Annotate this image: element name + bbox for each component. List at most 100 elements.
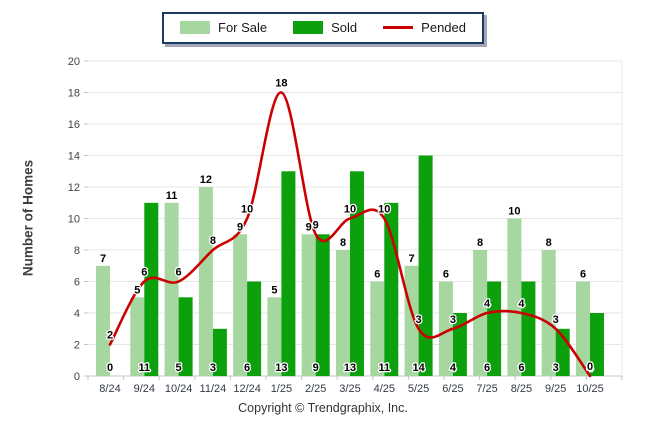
sold-value-label: 4 — [450, 362, 457, 374]
pended-value-label: 6 — [176, 267, 182, 279]
legend-label-for-sale: For Sale — [218, 20, 268, 35]
x-tick-label: 2/25 — [305, 383, 326, 395]
sold-value-label: 11 — [378, 362, 390, 374]
sold-value-label: 3 — [210, 362, 216, 374]
sold-bar — [212, 328, 227, 377]
sold-value-label: 13 — [344, 362, 356, 374]
sold-value-label: 6 — [484, 362, 490, 374]
value-labels: 7 5 11 12 9 5 9 8 6 7 6 8 10 8 6 0 11 5 3 6 13 9 13 11 14 4 6 6 3 4 2 6… — [99, 76, 596, 375]
y-tick-label: 18 — [68, 88, 80, 100]
legend-item-pended: Pended — [383, 20, 466, 35]
for-sale-bar — [130, 297, 145, 377]
for-sale-value-label: 8 — [546, 237, 552, 249]
sold-value-label: 11 — [138, 362, 150, 374]
x-tick-label: 4/25 — [374, 383, 395, 395]
pended-value-label: 3 — [416, 314, 422, 326]
sold-bar — [384, 202, 399, 377]
y-axis-title: Number of Homes — [20, 159, 36, 277]
x-tick-label: 10/25 — [576, 383, 604, 395]
for-sale-value-label: 8 — [340, 237, 346, 249]
for-sale-bar — [267, 297, 282, 377]
x-tick-label: 6/25 — [442, 383, 463, 395]
x-tick-label: 8/24 — [99, 383, 120, 395]
pended-value-label: 3 — [553, 314, 559, 326]
sold-bar — [418, 155, 433, 376]
sold-bar — [178, 297, 193, 377]
chart-legend: For Sale Sold Pended — [162, 12, 484, 44]
sold-value-label: 3 — [553, 362, 559, 374]
for-sale-bar — [507, 218, 522, 376]
pended-value-label: 10 — [344, 204, 356, 216]
y-tick-label: 8 — [74, 245, 80, 257]
for-sale-bar — [438, 281, 453, 376]
pended-value-label: 2 — [107, 330, 113, 342]
sold-value-label: 5 — [176, 362, 182, 374]
x-tick-label: 12/24 — [233, 383, 261, 395]
x-tick-label: 5/25 — [408, 383, 429, 395]
sold-bar — [350, 171, 364, 377]
for-sale-bar — [336, 250, 350, 376]
y-tick-label: 2 — [74, 340, 80, 352]
sold-value-label: 13 — [275, 362, 287, 374]
pended-value-label: 18 — [275, 78, 287, 90]
pended-value-label: 10 — [241, 204, 253, 216]
bars-for-sale — [96, 187, 590, 377]
for-sale-value-label: 9 — [306, 221, 312, 233]
for-sale-value-label: 5 — [271, 284, 277, 296]
pended-value-label: 3 — [450, 314, 456, 326]
x-axis-labels: 8/24 9/24 10/24 11/24 12/24 1/25 2/25 3/25 4/25 5… — [87, 376, 623, 395]
y-tick-label: 6 — [74, 277, 80, 289]
sold-bar — [487, 281, 502, 376]
y-tick-label: 16 — [68, 119, 80, 131]
sold-swatch-icon — [293, 21, 324, 34]
pended-line-swatch-icon — [383, 26, 414, 29]
y-tick-label: 4 — [74, 308, 80, 320]
sold-value-label: 9 — [313, 362, 319, 374]
sold-value-label: 6 — [244, 362, 250, 374]
legend-item-sold: Sold — [293, 20, 357, 35]
for-sale-bar — [164, 202, 179, 377]
y-tick-label: 14 — [68, 151, 80, 163]
x-tick-label: 3/25 — [339, 383, 360, 395]
pended-line-group — [108, 91, 592, 378]
sold-value-label: 4 — [587, 362, 594, 374]
pended-value-label: 4 — [484, 298, 491, 310]
bars-sold — [144, 155, 604, 377]
sold-value-label: 6 — [518, 362, 524, 374]
for-sale-value-label: 9 — [237, 221, 243, 233]
for-sale-value-label: 10 — [508, 206, 520, 218]
for-sale-bar — [541, 250, 556, 376]
for-sale-value-label: 7 — [409, 253, 415, 265]
y-tick-label: 20 — [68, 56, 80, 68]
for-sale-bar — [233, 234, 248, 377]
pended-value-label: 10 — [378, 204, 390, 216]
for-sale-bar — [404, 265, 419, 377]
pended-value-label: 6 — [141, 267, 147, 279]
x-tick-label: 7/25 — [476, 383, 497, 395]
pended-line — [108, 91, 592, 378]
y-axis-labels: 0 2 4 6 8 10 12 14 16 18 20 — [68, 56, 80, 383]
sold-bar — [247, 281, 262, 376]
x-tick-label: 8/25 — [511, 383, 532, 395]
sold-bar — [281, 171, 296, 377]
for-sale-bar — [198, 187, 213, 376]
y-tick-label: 12 — [68, 182, 80, 194]
for-sale-value-label: 8 — [477, 237, 483, 249]
y-tick-label: 10 — [68, 214, 80, 226]
for-sale-value-label: 12 — [200, 174, 212, 186]
y-tick-label: 0 — [74, 371, 80, 383]
for-sale-bar — [576, 281, 590, 376]
pended-value-label: 8 — [210, 235, 216, 247]
for-sale-value-label: 6 — [374, 269, 380, 281]
sold-value-label: 14 — [412, 362, 425, 374]
for-sale-value-label: 6 — [443, 269, 449, 281]
sold-bar — [144, 202, 159, 377]
copyright-text: Copyright © Trendgraphix, Inc. — [238, 401, 408, 415]
pended-value-label: 9 — [313, 219, 319, 231]
for-sale-value-label: 7 — [100, 253, 106, 265]
sold-bar — [521, 281, 536, 376]
for-sale-bar — [473, 250, 488, 376]
x-tick-label: 9/25 — [545, 383, 566, 395]
for-sale-value-label: 11 — [166, 190, 178, 202]
for-sale-bar — [96, 265, 110, 377]
